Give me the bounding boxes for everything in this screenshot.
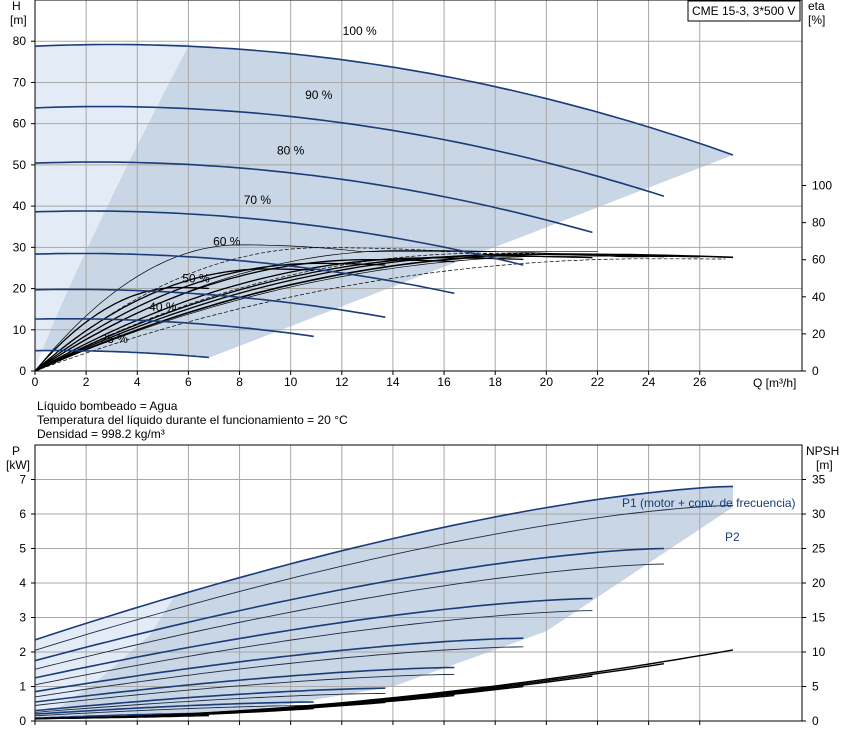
- x-tick-label-1: 2: [83, 375, 90, 389]
- power-y-tick-label-4: 4: [19, 576, 26, 590]
- p1-series-label: P1 (motor + conv. de frecuencia): [622, 496, 796, 510]
- y-tick-label-0: 0: [19, 364, 26, 378]
- right-axis-label-eta: eta: [808, 0, 825, 13]
- power-range-band: [35, 486, 733, 718]
- power-y-tick-label-0: 0: [19, 714, 26, 728]
- eta-tick-label-0: 0: [812, 364, 819, 378]
- eta-tick-label-2: 40: [812, 290, 826, 304]
- speed-label-80pct: 80 %: [277, 144, 305, 158]
- model-label: CME 15-3, 3*500 V: [692, 4, 795, 18]
- x-tick-label-9: 18: [489, 375, 503, 389]
- power-operating-band: [35, 486, 733, 718]
- y-tick-label-6: 60: [13, 117, 27, 131]
- npsh-tick-label-3: 15: [812, 611, 826, 625]
- npsh-tick-label-6: 30: [812, 507, 826, 521]
- speed-label-60pct: 60 %: [213, 234, 241, 248]
- x-tick-label-5: 10: [284, 375, 298, 389]
- x-tick-label-13: 26: [693, 375, 707, 389]
- speed-label-90pct: 90 %: [305, 88, 333, 102]
- x-tick-label-11: 22: [591, 375, 605, 389]
- x-tick-label-10: 20: [540, 375, 554, 389]
- npsh-tick-label-7: 35: [812, 473, 826, 487]
- eta-tick-label-3: 60: [812, 253, 826, 267]
- p2-series-label: P2: [725, 530, 740, 544]
- y-tick-label-4: 40: [13, 199, 27, 213]
- x-tick-label-0: 0: [32, 375, 39, 389]
- npsh-tick-label-2: 10: [812, 645, 826, 659]
- y-tick-label-3: 30: [13, 240, 27, 254]
- npsh-tick-label-5: 25: [812, 542, 826, 556]
- y-axis-label-p: P: [12, 444, 20, 458]
- x-tick-label-7: 14: [386, 375, 400, 389]
- condition-temperature: Temperatura del líquido durante el funci…: [37, 413, 348, 427]
- y-tick-label-8: 80: [13, 34, 27, 48]
- eta-tick-label-4: 80: [812, 216, 826, 230]
- npsh-tick-label-0: 0: [812, 714, 819, 728]
- y-axis-label-h: H: [12, 0, 21, 13]
- y-tick-label-7: 70: [13, 75, 27, 89]
- right-axis-label-npsh: NPSH: [806, 444, 839, 458]
- right-axis-unit-m: [m]: [816, 458, 833, 472]
- speed-label-100pct: 100 %: [343, 24, 377, 38]
- condition-liquid: Líquido bombeado = Agua: [37, 399, 178, 413]
- y-tick-label-1: 10: [13, 323, 27, 337]
- speed-label-50pct: 50 %: [182, 271, 210, 285]
- operating-range-band: [35, 43, 733, 371]
- x-axis-label-q: Q [m³/h]: [753, 376, 796, 390]
- x-tick-label-2: 4: [134, 375, 141, 389]
- right-axis-unit-pct: [%]: [808, 13, 825, 27]
- eta-tick-label-5: 100: [812, 179, 832, 193]
- x-tick-label-12: 24: [642, 375, 656, 389]
- power-y-tick-label-3: 3: [19, 611, 26, 625]
- condition-density: Densidad = 998.2 kg/m³: [37, 427, 165, 441]
- x-tick-label-4: 8: [236, 375, 243, 389]
- y-tick-label-2: 20: [13, 282, 27, 296]
- eta-tick-label-1: 20: [812, 327, 826, 341]
- speed-label-70pct: 70 %: [244, 193, 272, 207]
- y-tick-label-5: 50: [13, 158, 27, 172]
- power-y-tick-label-7: 7: [19, 473, 26, 487]
- power-chart: 0 1 2 3 4 5 6 7 0 5 10 15 20 25 30 35 P [kW] NPSH [m] P…: [6, 444, 839, 728]
- power-y-tick-label-2: 2: [19, 645, 26, 659]
- speed-label-25pct: 25 %: [101, 332, 129, 346]
- y-axis-unit-m: [m]: [10, 13, 27, 27]
- pumped-liquid-conditions: Líquido bombeado = Agua Temperatura del …: [37, 399, 348, 441]
- x-tick-label-3: 6: [185, 375, 192, 389]
- power-y-tick-label-6: 6: [19, 507, 26, 521]
- power-y-tick-label-1: 1: [19, 680, 26, 694]
- speed-label-40pct: 40 %: [149, 300, 177, 314]
- x-tick-label-6: 12: [335, 375, 349, 389]
- npsh-tick-label-1: 5: [812, 680, 819, 694]
- power-y-tick-label-5: 5: [19, 542, 26, 556]
- x-tick-label-8: 16: [437, 375, 451, 389]
- npsh-tick-label-4: 20: [812, 576, 826, 590]
- y-axis-unit-kw: [kW]: [6, 458, 30, 472]
